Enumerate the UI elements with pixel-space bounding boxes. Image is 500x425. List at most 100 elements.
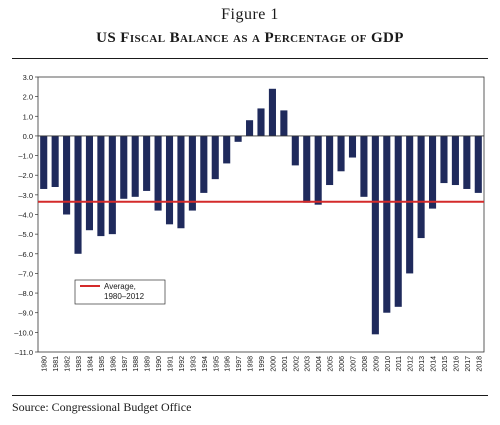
x-tick-label: 1983 — [76, 356, 83, 372]
footer-rule — [12, 395, 488, 396]
bar-1993 — [188, 135, 196, 211]
bar-2001 — [280, 110, 288, 136]
bar-1984 — [85, 135, 94, 231]
x-tick-label: 1991 — [168, 356, 175, 372]
source-note: Source: Congressional Budget Office — [12, 400, 192, 414]
bar-2006 — [337, 135, 345, 172]
y-axis: 3.0 2.0 1.0 0.0 –1.0 –2.0 –3.0 –4.0 –5.0 –6.0 –7.0… — [14, 73, 38, 357]
legend-label-line2: 1980–2012 — [104, 292, 145, 301]
x-tick-label: 1999 — [259, 356, 266, 372]
y-tick-label: 1.0 — [23, 112, 33, 121]
y-tick-label: –4.0 — [18, 211, 33, 220]
x-tick-label: 2011 — [396, 356, 403, 371]
x-tick-label: 1984 — [87, 356, 94, 372]
x-tick-label: 2015 — [442, 356, 449, 372]
bar-1982 — [63, 135, 71, 215]
bar-2018 — [474, 135, 482, 193]
y-tick-label: 2.0 — [23, 93, 33, 102]
bar-2000 — [268, 88, 276, 136]
y-tick-label: –2.0 — [18, 171, 33, 180]
x-tick-label: 2008 — [362, 356, 369, 372]
bar-1989 — [143, 135, 151, 191]
bar-1996 — [223, 135, 231, 164]
bar-1997 — [234, 135, 242, 142]
x-tick-label: 2013 — [419, 356, 426, 372]
x-tick-label: 1996 — [225, 356, 232, 372]
y-tick-label: –10.0 — [14, 328, 33, 337]
x-tick-label: 1994 — [202, 356, 209, 372]
bar-1998 — [246, 120, 254, 136]
x-tick-label: 1990 — [156, 356, 163, 372]
x-tick-label: 2010 — [385, 356, 392, 372]
bar-1988 — [131, 135, 139, 197]
x-tick-label: 1980 — [42, 356, 49, 372]
y-tick-label: –6.0 — [18, 250, 33, 259]
bar-2017 — [463, 135, 471, 189]
bar-2011 — [394, 135, 402, 307]
bar-1986 — [108, 135, 116, 235]
x-tick-label: 2017 — [465, 356, 472, 372]
bar-2015 — [440, 135, 448, 184]
bar-1994 — [200, 135, 208, 193]
x-tick-label: 1985 — [99, 356, 106, 372]
x-tick-label: 1992 — [179, 356, 186, 372]
x-tick-label: 2009 — [373, 356, 380, 372]
bar-1990 — [154, 135, 162, 211]
bar-2008 — [360, 135, 368, 197]
x-tick-label: 1986 — [110, 356, 117, 372]
x-tick-label: 1981 — [53, 356, 60, 372]
figure-label: Figure 1 — [221, 6, 279, 23]
bar-2005 — [326, 135, 334, 186]
bar-1992 — [177, 135, 185, 229]
x-tick-label: 2002 — [293, 356, 300, 372]
x-tick-label: 2016 — [453, 356, 460, 372]
bar-2010 — [383, 135, 391, 313]
x-tick-label: 2005 — [328, 356, 335, 372]
y-tick-label: –5.0 — [18, 230, 33, 239]
x-tick-label: 2014 — [431, 356, 438, 372]
x-tick-label: 1982 — [65, 356, 72, 372]
bar-1985 — [97, 135, 105, 237]
x-axis: 1980 1981 1982 1983 1984 1985 1986 1987 1988 1989… — [42, 356, 484, 372]
x-tick-label: 2018 — [476, 356, 483, 372]
x-tick-label: 2003 — [305, 356, 312, 372]
x-tick-label: 1993 — [190, 356, 197, 372]
x-tick-label: 2001 — [282, 356, 289, 372]
x-tick-label: 2012 — [408, 356, 415, 372]
x-tick-label: 2000 — [270, 356, 277, 372]
x-tick-label: 2004 — [316, 356, 323, 372]
bar-2003 — [303, 135, 311, 203]
y-tick-label: –3.0 — [18, 191, 33, 200]
y-tick-label: –9.0 — [18, 309, 33, 318]
y-tick-label: –7.0 — [18, 269, 33, 278]
bar-1995 — [211, 135, 219, 180]
chart-title: US Fiscal Balance as a Percentage of GDP — [96, 30, 404, 46]
bar-1999 — [257, 108, 265, 136]
x-tick-label: 1989 — [145, 356, 152, 372]
x-tick-label: 1998 — [248, 356, 255, 372]
bar-2014 — [428, 135, 437, 209]
y-tick-label: 0.0 — [23, 132, 33, 141]
bar-2002 — [291, 135, 299, 166]
x-tick-label: 2007 — [350, 356, 357, 372]
bars — [40, 88, 482, 335]
bar-1987 — [120, 135, 128, 199]
legend: Average, 1980–2012 — [74, 279, 166, 305]
bar-1981 — [51, 135, 59, 187]
bar-2016 — [451, 135, 459, 186]
legend-box — [74, 279, 166, 305]
bar-2013 — [417, 135, 425, 239]
title-rule — [12, 58, 488, 59]
legend-label-line1: Average, — [104, 282, 136, 291]
bar-2004 — [314, 135, 322, 205]
x-tick-label: 1997 — [236, 356, 243, 372]
x-tick-label: 1987 — [122, 356, 129, 372]
x-tick-label: 1988 — [133, 356, 140, 372]
bar-2009 — [371, 135, 379, 335]
y-tick-label: –8.0 — [18, 289, 33, 298]
y-tick-label: 3.0 — [23, 73, 33, 82]
x-tick-label: 2006 — [339, 356, 346, 372]
bar-1983 — [74, 135, 82, 254]
bar-1991 — [165, 135, 174, 225]
